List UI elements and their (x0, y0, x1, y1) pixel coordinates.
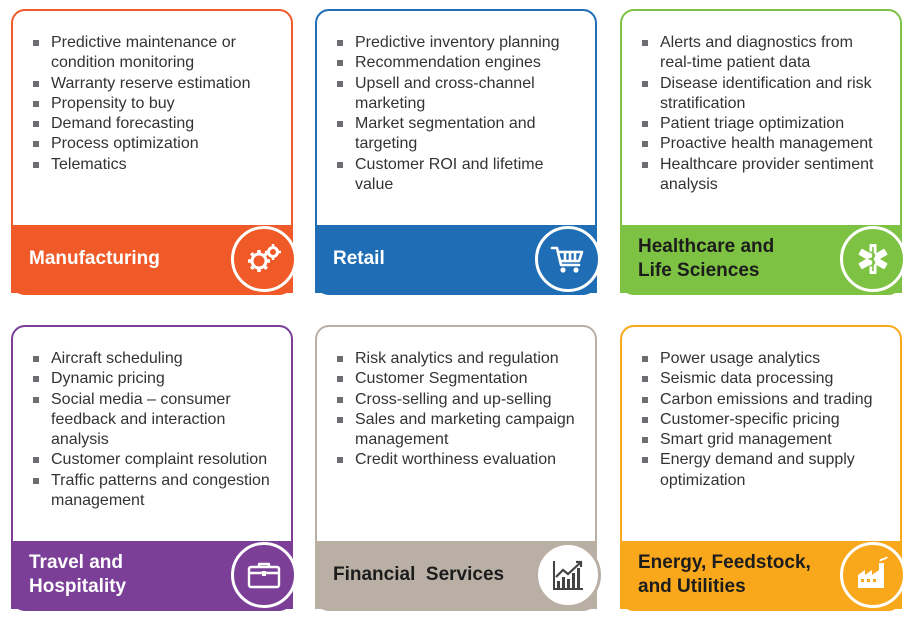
retail-label: Retail (333, 248, 385, 269)
energy-label: Energy, Feedstock, and Utilities (638, 552, 811, 597)
list-item: Aircraft scheduling (33, 349, 277, 369)
list-item: Patient triage optimization (642, 114, 886, 134)
list-item: Power usage analytics (642, 349, 886, 369)
list-item: Recommendation engines (337, 53, 581, 73)
list-item: Healthcare provider sentiment analysis (642, 155, 886, 196)
list-item: Predictive maintenance or condition moni… (33, 33, 277, 74)
list-item: Predictive inventory planning (337, 33, 581, 53)
list-item: Dynamic pricing (33, 369, 277, 389)
list-item: Risk analytics and regulation (337, 349, 581, 369)
manufacturing-label: Manufacturing (29, 248, 160, 269)
healthcare-label: Healthcare and Life Sciences (638, 236, 775, 281)
healthcare-list: Alerts and diagnostics from real-time pa… (622, 11, 900, 195)
card-energy: Power usage analytics Seismic data proce… (620, 325, 906, 611)
financial-list: Risk analytics and regulation Customer S… (317, 327, 595, 471)
financial-label: Financial Services (333, 564, 505, 585)
list-item: Warranty reserve estimation (33, 74, 277, 94)
travel-list: Aircraft scheduling Dynamic pricing Soci… (13, 327, 291, 511)
list-item: Telematics (33, 155, 277, 175)
card-healthcare: Alerts and diagnostics from real-time pa… (620, 9, 906, 295)
retail-list: Predictive inventory planning Recommenda… (317, 11, 595, 195)
manufacturing-list: Predictive maintenance or condition moni… (13, 11, 291, 175)
list-item: Cross-selling and up-selling (337, 390, 581, 410)
card-manufacturing: Predictive maintenance or condition moni… (11, 9, 297, 295)
list-item: Demand forecasting (33, 114, 277, 134)
list-item: Market segmentation and targeting (337, 114, 581, 155)
list-item: Social media – consumer feedback and int… (33, 390, 277, 451)
list-item: Energy demand and supply optimization (642, 450, 886, 491)
list-item: Alerts and diagnostics from real-time pa… (642, 33, 886, 74)
list-item: Carbon emissions and trading (642, 390, 886, 410)
gears-icon (231, 226, 297, 292)
list-item: Smart grid management (642, 430, 886, 450)
list-item: Customer ROI and lifetime value (337, 155, 581, 196)
card-travel: Aircraft scheduling Dynamic pricing Soci… (11, 325, 297, 611)
travel-label: Travel and Hospitality (29, 552, 127, 597)
list-item: Credit worthiness evaluation (337, 450, 581, 470)
growth-chart-icon (535, 542, 601, 608)
list-item: Customer-specific pricing (642, 410, 886, 430)
card-retail: Predictive inventory planning Recommenda… (315, 9, 601, 295)
list-item: Sales and marketing campaign management (337, 410, 581, 451)
list-item: Propensity to buy (33, 94, 277, 114)
briefcase-icon (231, 542, 297, 608)
list-item: Seismic data processing (642, 369, 886, 389)
list-item: Process optimization (33, 134, 277, 154)
factory-icon (840, 542, 906, 608)
list-item: Traffic patterns and congestion manageme… (33, 471, 277, 512)
list-item: Customer complaint resolution (33, 450, 277, 470)
energy-list: Power usage analytics Seismic data proce… (622, 327, 900, 491)
card-financial: Risk analytics and regulation Customer S… (315, 325, 601, 611)
list-item: Proactive health management (642, 134, 886, 154)
list-item: Disease identification and risk stratifi… (642, 74, 886, 115)
shopping-cart-icon (535, 226, 601, 292)
list-item: Customer Segmentation (337, 369, 581, 389)
list-item: Upsell and cross-channel marketing (337, 74, 581, 115)
medical-star-icon (840, 226, 906, 292)
